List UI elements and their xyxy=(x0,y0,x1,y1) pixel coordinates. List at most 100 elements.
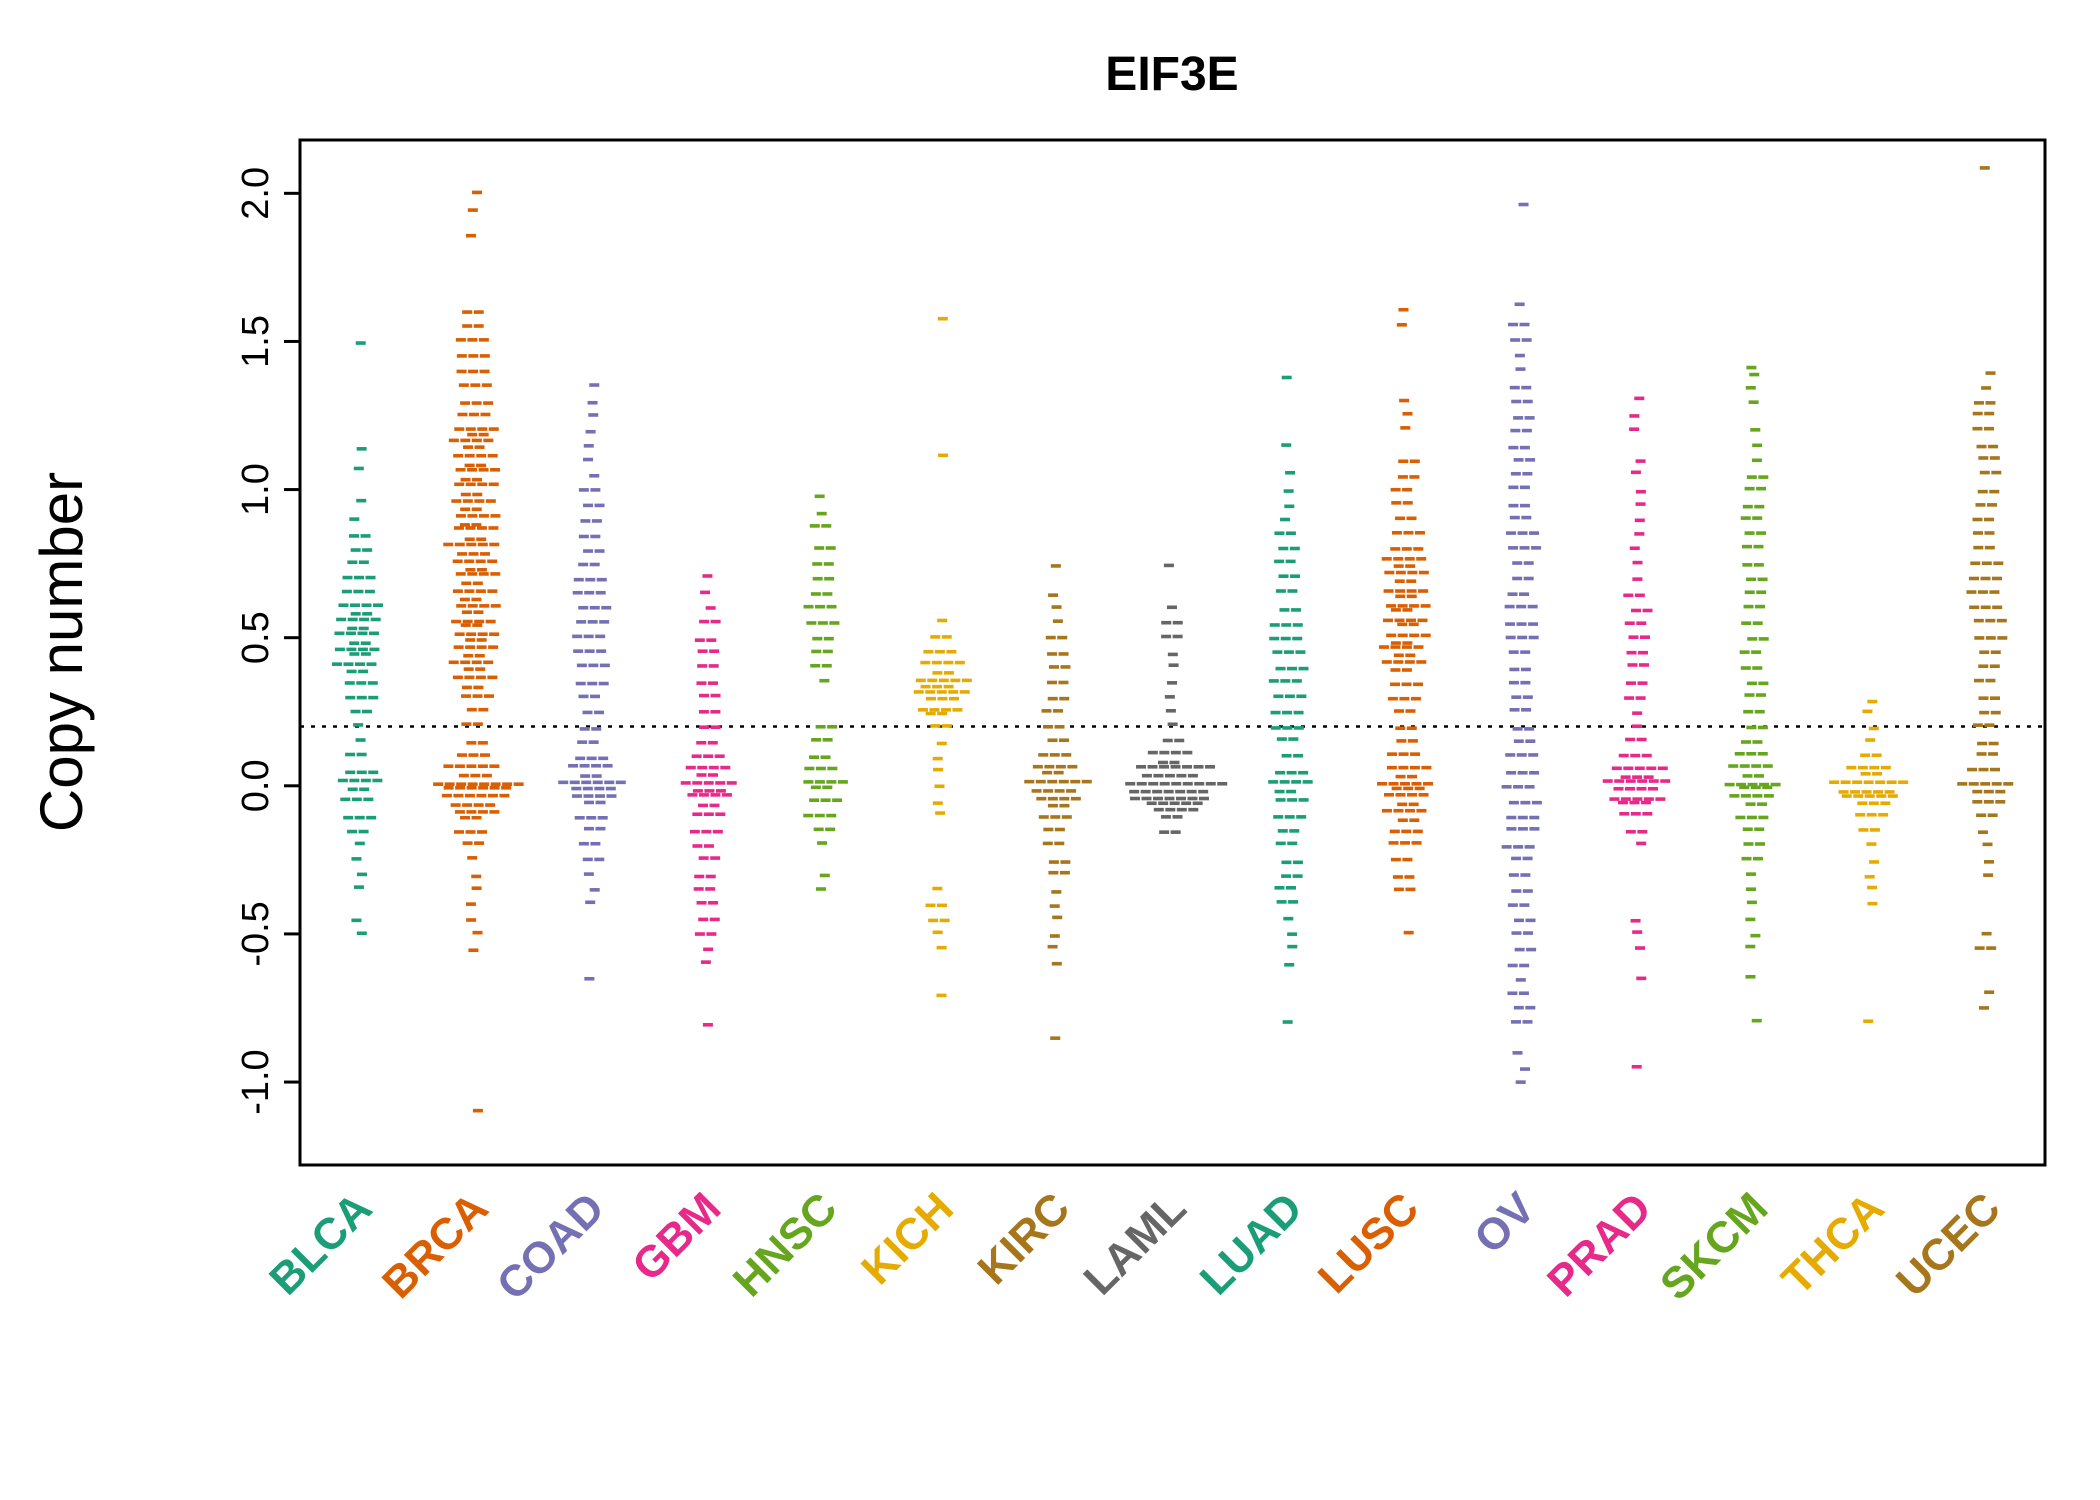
data-dash xyxy=(1525,458,1536,462)
data-dash xyxy=(1627,663,1638,667)
data-dash xyxy=(1637,779,1648,783)
data-dash xyxy=(1409,633,1420,638)
data-dash xyxy=(1413,547,1424,551)
data-dash xyxy=(362,709,373,714)
data-dash xyxy=(1408,622,1419,627)
data-dash xyxy=(1047,652,1058,656)
data-dash xyxy=(1864,874,1875,879)
data-dash xyxy=(1393,564,1404,568)
data-dash xyxy=(1393,653,1404,658)
data-dash xyxy=(1628,635,1639,639)
data-dash xyxy=(697,649,708,654)
data-dash xyxy=(1277,829,1288,833)
data-dash xyxy=(360,641,371,646)
data-dash xyxy=(1182,781,1193,786)
data-dash xyxy=(1505,622,1516,626)
data-dash xyxy=(1081,779,1092,784)
data-dash xyxy=(1989,489,2000,494)
category-label-GBM: GBM xyxy=(623,1183,730,1290)
data-dash xyxy=(1282,1020,1293,1024)
data-dash xyxy=(1511,856,1522,861)
data-dash xyxy=(468,552,479,556)
data-dash xyxy=(954,660,965,665)
data-dash xyxy=(454,427,465,431)
data-dash xyxy=(349,778,360,783)
data-dash xyxy=(1629,427,1640,432)
data-dash xyxy=(1293,710,1304,715)
data-dash xyxy=(1384,570,1395,575)
data-dash xyxy=(704,789,715,793)
data-dash xyxy=(1409,459,1420,464)
data-dash xyxy=(1754,842,1765,846)
data-dash xyxy=(485,803,496,807)
data-dash xyxy=(490,514,501,518)
data-dash xyxy=(1523,576,1534,581)
data-dash xyxy=(472,581,483,586)
data-dash xyxy=(814,813,825,818)
data-dash xyxy=(1630,812,1641,816)
data-dash xyxy=(803,813,814,818)
data-dash xyxy=(1746,872,1757,876)
data-dash xyxy=(480,552,491,556)
data-dash xyxy=(1632,560,1643,565)
data-dash xyxy=(1630,918,1641,923)
data-dash xyxy=(1398,459,1409,464)
data-dash xyxy=(358,626,369,631)
data-dash xyxy=(1285,559,1296,564)
data-dash xyxy=(1641,753,1652,758)
data-dash xyxy=(465,902,476,906)
data-dash xyxy=(453,645,464,649)
data-dash xyxy=(1982,842,1993,847)
data-dash xyxy=(1985,401,1996,405)
data-dash xyxy=(1624,696,1635,700)
data-dash xyxy=(1418,589,1429,593)
data-dash xyxy=(577,740,588,744)
data-dash xyxy=(458,383,469,387)
data-dash xyxy=(1043,724,1054,729)
data-dash xyxy=(1395,589,1406,593)
category-label-LUAD: LUAD xyxy=(1191,1183,1312,1304)
data-dash xyxy=(820,755,831,760)
data-dash xyxy=(1273,694,1284,699)
data-dash xyxy=(466,542,477,547)
data-dash xyxy=(558,780,569,785)
data-dash xyxy=(1878,812,1889,817)
data-dash xyxy=(1153,807,1164,812)
data-dash xyxy=(476,453,487,458)
data-dash xyxy=(923,649,934,654)
data-dash xyxy=(1522,1020,1533,1024)
data-dash xyxy=(1406,579,1417,583)
data-dash xyxy=(1625,737,1636,742)
data-dash xyxy=(1402,411,1413,416)
plot-box xyxy=(298,138,2047,1167)
data-dash xyxy=(473,803,484,807)
data-dash xyxy=(1045,635,1056,640)
data-dash xyxy=(464,537,475,542)
data-dash xyxy=(1634,396,1645,401)
data-dash xyxy=(443,542,454,547)
data-dash xyxy=(1984,723,1995,727)
data-dash xyxy=(1513,785,1524,789)
data-dash xyxy=(455,514,466,518)
data-dash xyxy=(478,468,489,472)
data-dash xyxy=(356,770,367,775)
data-dash xyxy=(1511,889,1522,893)
data-dash xyxy=(935,811,946,815)
data-dash xyxy=(1398,307,1409,312)
data-dash xyxy=(1409,604,1420,608)
data-dash xyxy=(1757,802,1768,806)
data-dash xyxy=(579,763,590,768)
data-dash xyxy=(353,589,364,594)
data-dash xyxy=(1634,532,1645,536)
data-dash xyxy=(1276,737,1287,741)
data-dash xyxy=(1390,645,1401,649)
data-dash xyxy=(472,722,483,726)
data-dash xyxy=(462,324,473,328)
data-dash xyxy=(1970,561,1981,566)
data-dash xyxy=(937,711,948,716)
data-dash xyxy=(1161,634,1172,639)
data-dash xyxy=(1829,780,1840,785)
data-dash xyxy=(454,764,465,768)
data-dash xyxy=(448,660,459,665)
data-dash xyxy=(917,708,928,712)
